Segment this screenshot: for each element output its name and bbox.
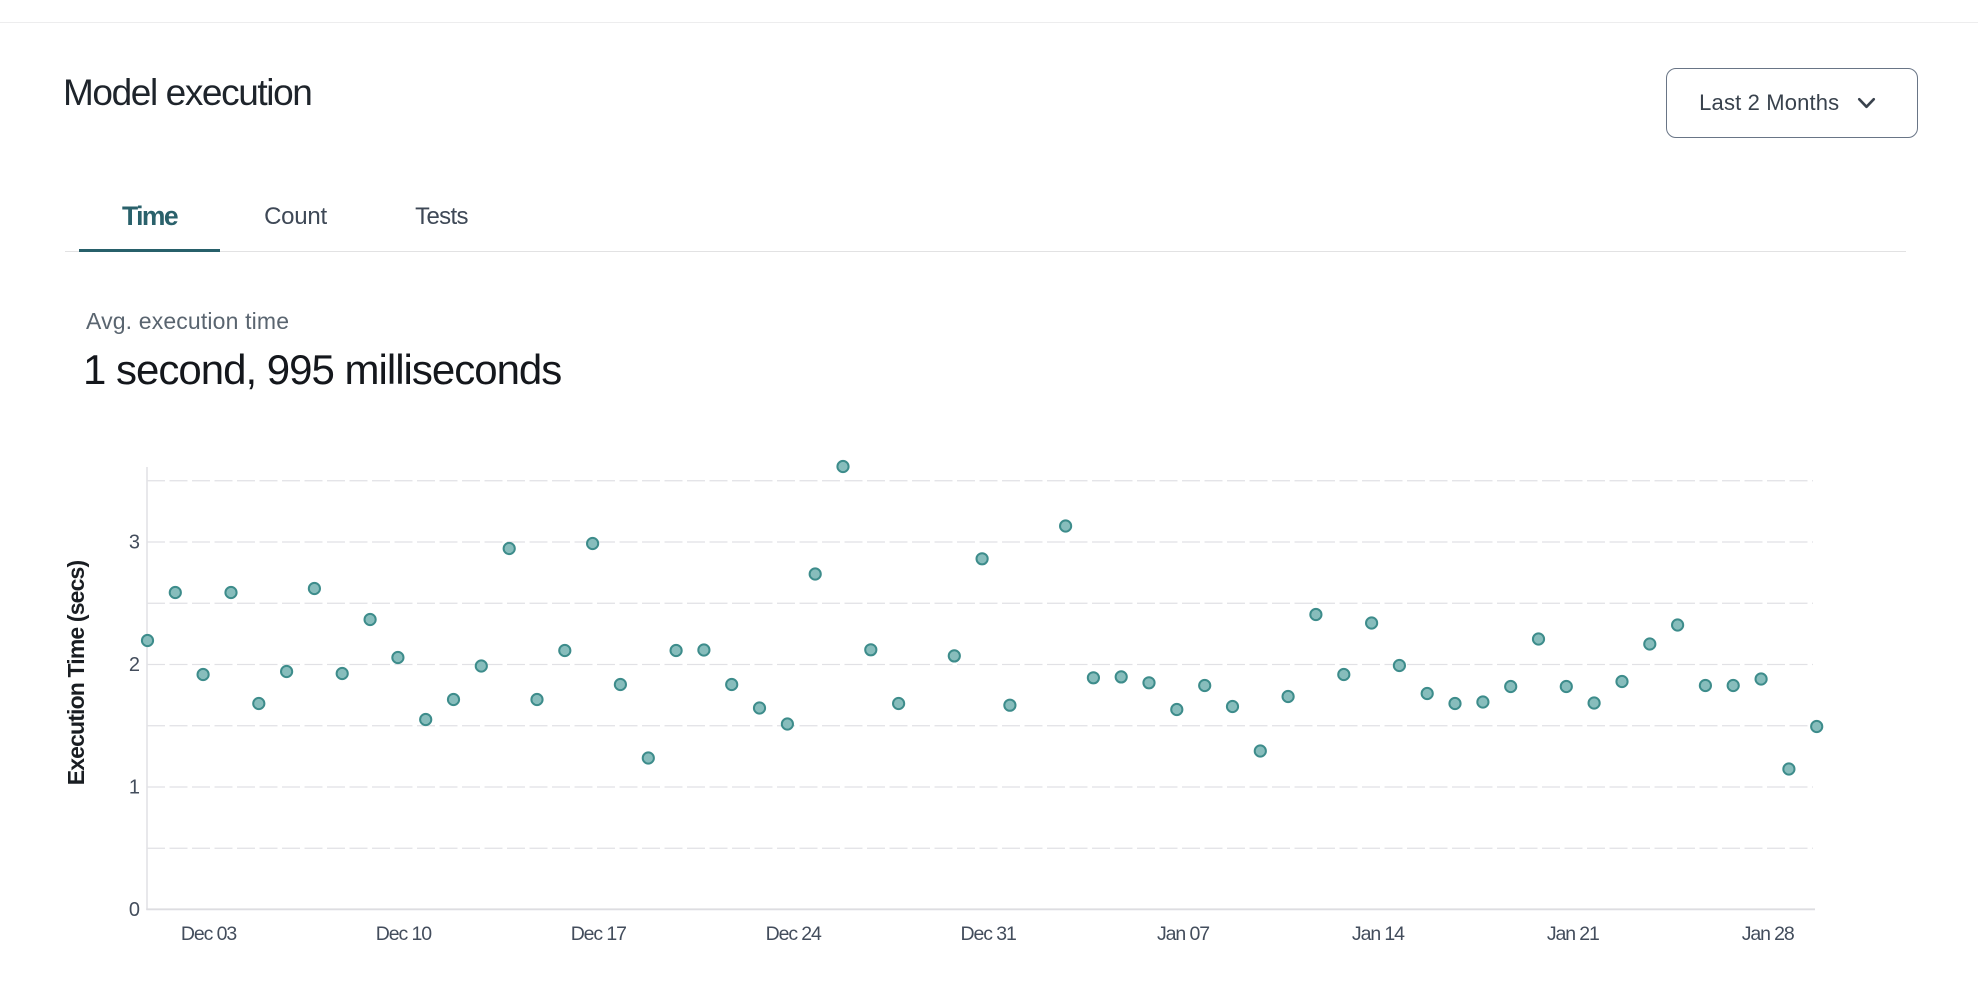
svg-text:Dec 17: Dec 17 (571, 923, 626, 945)
svg-text:Jan 07: Jan 07 (1157, 923, 1209, 945)
svg-text:Dec 10: Dec 10 (376, 923, 432, 945)
svg-text:Execution Time (secs): Execution Time (secs) (63, 561, 89, 786)
svg-text:3: 3 (129, 532, 140, 554)
svg-text:Jan 28: Jan 28 (1742, 923, 1794, 945)
svg-text:Jan 21: Jan 21 (1547, 923, 1599, 945)
svg-text:Dec 31: Dec 31 (961, 923, 1016, 945)
svg-text:Dec 24: Dec 24 (766, 923, 822, 945)
svg-text:0: 0 (129, 899, 140, 921)
svg-text:1: 1 (129, 777, 140, 799)
svg-text:Dec 03: Dec 03 (181, 923, 236, 945)
svg-text:Jan 14: Jan 14 (1352, 923, 1405, 945)
svg-text:2: 2 (129, 654, 140, 676)
